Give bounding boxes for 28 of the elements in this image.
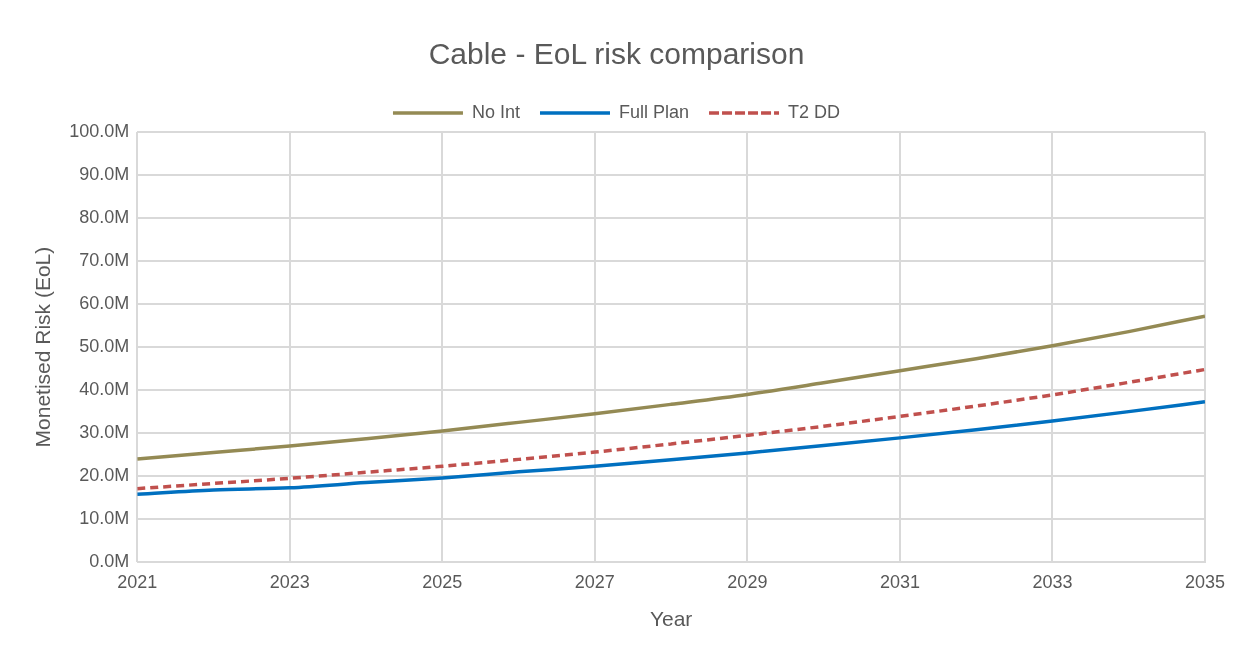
y-tick-label: 0.0M bbox=[89, 551, 130, 572]
y-tick-label: 70.0M bbox=[79, 250, 130, 271]
x-tick-label: 2027 bbox=[574, 571, 615, 592]
x-tick-label: 2033 bbox=[1032, 571, 1073, 592]
x-tick-label: 2021 bbox=[117, 571, 158, 592]
chart-title: Cable - EoL risk comparison bbox=[428, 37, 805, 71]
y-tick-label: 50.0M bbox=[79, 336, 130, 357]
y-tick-label: 80.0M bbox=[79, 207, 130, 228]
legend-label: Full Plan bbox=[618, 101, 690, 122]
y-axis-title: Monetised Risk (EoL) bbox=[31, 246, 55, 448]
y-tick-label: 100.0M bbox=[69, 120, 130, 141]
y-tick-label: 10.0M bbox=[79, 508, 130, 529]
x-axis-title: Year bbox=[649, 607, 693, 631]
legend-label: No Int bbox=[471, 101, 520, 122]
x-tick-label: 2031 bbox=[879, 571, 920, 592]
line-series bbox=[137, 314, 1205, 461]
x-tick-label: 2035 bbox=[1184, 571, 1225, 592]
line-series bbox=[137, 399, 1205, 496]
y-tick-label: 60.0M bbox=[79, 293, 130, 314]
legend-label: T2 DD bbox=[788, 101, 841, 122]
x-tick-label: 2023 bbox=[269, 571, 310, 592]
line-series bbox=[137, 367, 1205, 491]
x-tick-label: 2029 bbox=[727, 571, 768, 592]
x-tick-label: 2025 bbox=[422, 571, 463, 592]
y-tick-label: 90.0M bbox=[79, 163, 130, 184]
y-tick-label: 20.0M bbox=[79, 465, 130, 486]
y-tick-label: 40.0M bbox=[79, 379, 130, 400]
y-tick-label: 30.0M bbox=[79, 422, 130, 443]
